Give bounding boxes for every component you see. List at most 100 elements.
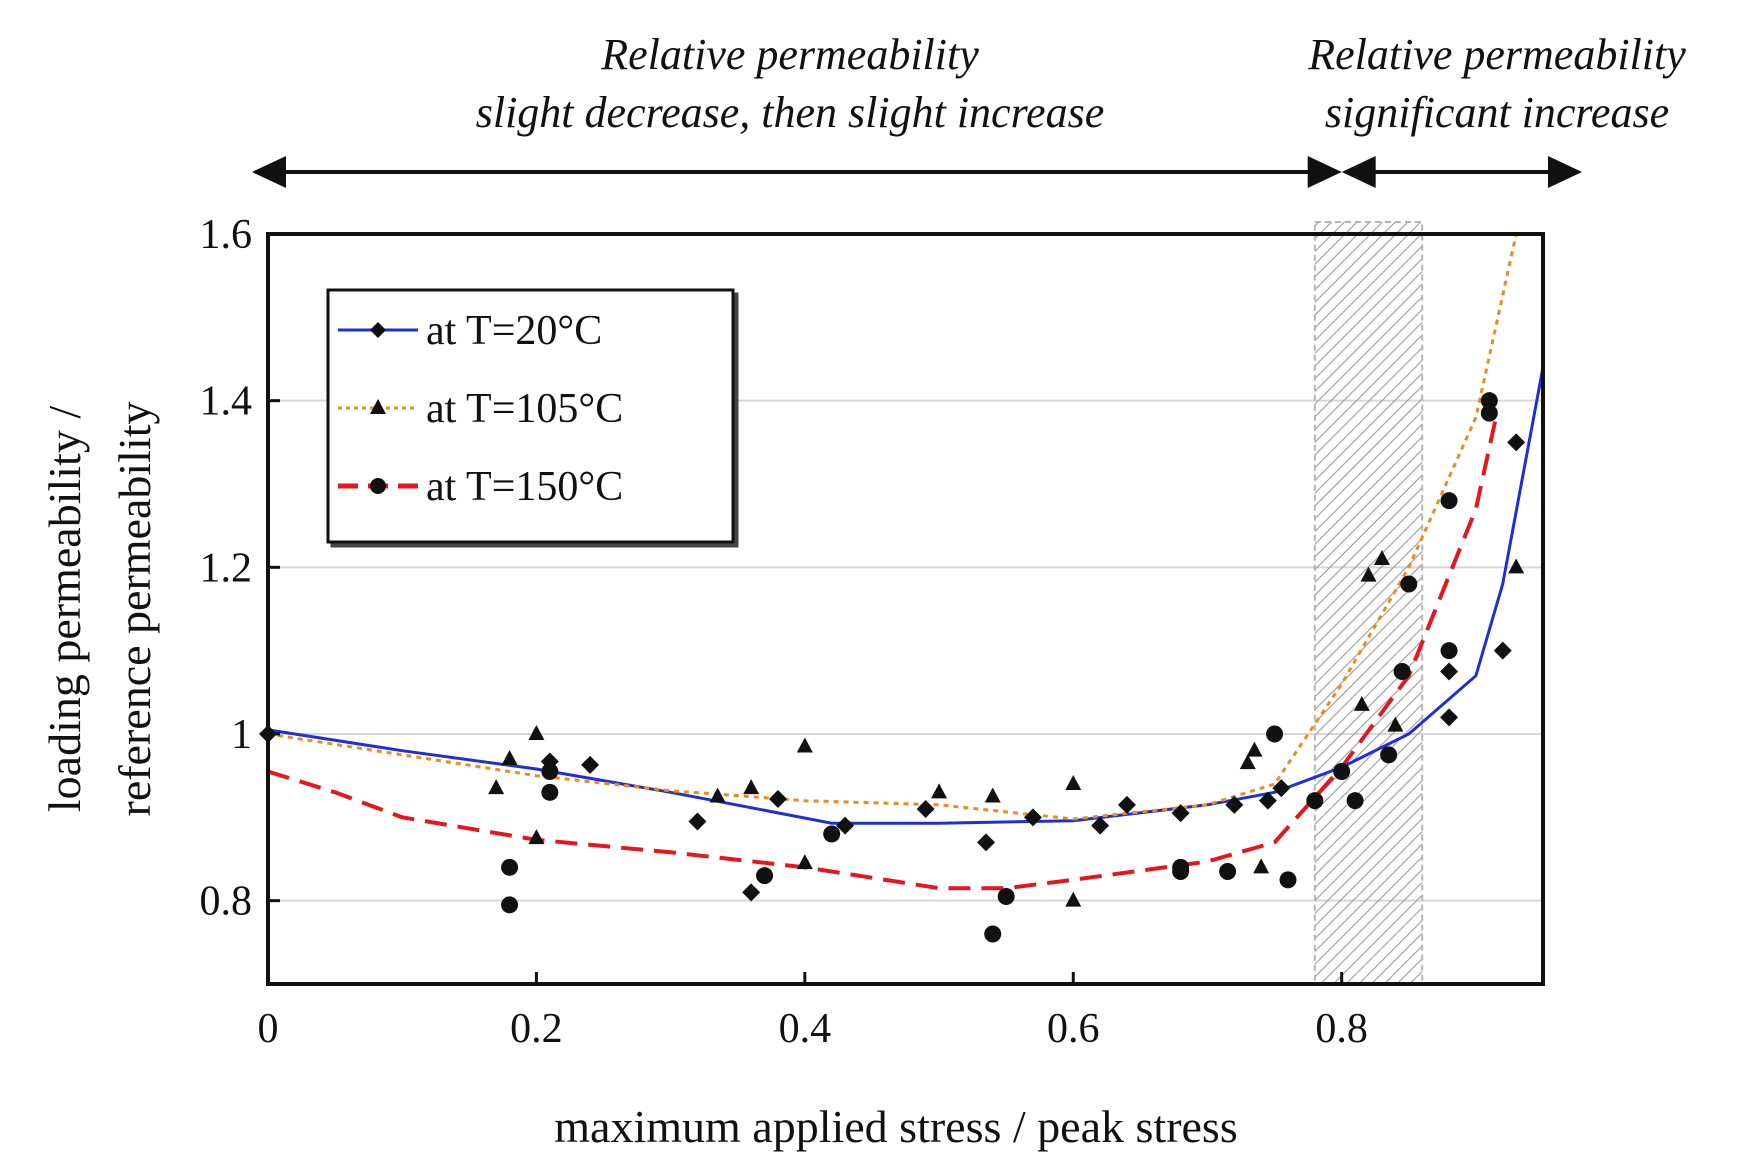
point-series-0-13 [1225, 795, 1244, 814]
arrow-significant-increase [1341, 156, 1582, 188]
y-axis-title-line2: reference permeability [109, 401, 160, 816]
arrow-significant-increase-right-head [1548, 156, 1582, 188]
legend-item-105c: at T=105°C [338, 386, 623, 432]
point-series-1-17 [1373, 550, 1390, 565]
x-axis-title: maximum applied stress / peak stress [554, 1101, 1238, 1152]
axis-ticks: 0 0.2 0.4 0.6 0.8 0.8 1 1.2 1.4 1.6 [200, 212, 1368, 1052]
point-series-1-12 [1239, 754, 1256, 770]
point-series-2-17 [1393, 663, 1411, 680]
point-series-1-10 [1065, 775, 1082, 790]
plot-frame [266, 232, 1545, 986]
point-series-2-12 [1279, 871, 1297, 889]
point-series-0-12 [1171, 804, 1190, 823]
y-tick-label-3: 1.4 [200, 379, 253, 425]
point-series-0-16 [1440, 708, 1459, 727]
annotation-right-line2: significant increase [1324, 88, 1670, 137]
x-tick-label-2: 0.4 [779, 1006, 832, 1052]
range-arrows [252, 156, 1582, 188]
point-series-2-6 [984, 925, 1002, 943]
legend-item-20c: at T=20°C [338, 308, 602, 354]
point-series-1-4 [709, 787, 726, 803]
annotation-right-line1: Relative permeability [1308, 30, 1686, 79]
point-series-2-4 [756, 867, 774, 885]
point-series-1-5 [743, 779, 760, 795]
point-series-1-7 [796, 854, 813, 870]
x-tick-label-0: 0 [258, 1006, 279, 1052]
point-series-2-20 [1440, 492, 1458, 510]
annotation-left: Relative permeability slight decrease, t… [360, 26, 1220, 142]
legend-label-150c: at T=150°C [426, 464, 623, 510]
point-series-0-11 [1117, 795, 1136, 814]
point-series-2-21 [1480, 392, 1498, 410]
legend: at T=20°C at T=105°C at T=150°C [326, 288, 735, 544]
point-series-2-18 [1400, 575, 1418, 593]
point-series-0-5 [769, 790, 787, 808]
y-tick-label-1: 1 [231, 712, 252, 758]
diamond-marker-icon [370, 322, 386, 338]
point-series-1-16 [1360, 566, 1377, 582]
arrow-slight-change [252, 156, 1342, 188]
x-tick-label-1: 0.2 [510, 1006, 563, 1052]
point-series-1-13 [1246, 741, 1263, 757]
y-tick-label-4: 1.6 [200, 212, 253, 258]
x-tick-label-3: 0.6 [1047, 1006, 1100, 1052]
fit-curves [268, 234, 1543, 891]
annotation-left-line2: slight decrease, then slight increase [475, 88, 1105, 137]
point-series-2-0 [501, 858, 519, 876]
point-series-2-13 [1306, 792, 1324, 810]
curve-series-0 [268, 367, 1543, 825]
point-series-1-19 [1508, 558, 1525, 574]
legend-label-105c: at T=105°C [426, 386, 623, 432]
point-series-1-18 [1387, 716, 1404, 732]
point-series-0-9 [1024, 808, 1042, 827]
point-series-2-1 [501, 896, 519, 914]
point-series-2-16 [1380, 746, 1398, 764]
point-series-1-14 [1253, 858, 1270, 874]
circle-marker-icon [370, 478, 386, 494]
point-series-2-2 [541, 783, 559, 801]
point-series-0-14 [1258, 791, 1277, 810]
point-series-0-15 [1272, 779, 1291, 798]
arrow-slight-change-right-head [1307, 156, 1342, 188]
point-series-2-9 [1172, 858, 1190, 876]
x-tick-label-4: 0.8 [1315, 1006, 1368, 1052]
annotation-right: Relative permeability significant increa… [1262, 26, 1732, 142]
point-series-0-7 [916, 800, 935, 818]
legend-label-20c: at T=20°C [426, 308, 602, 354]
point-series-0-2 [581, 755, 600, 774]
point-series-1-1 [501, 750, 518, 765]
arrow-slight-change-left-head [252, 156, 286, 188]
point-series-1-3 [528, 829, 545, 845]
point-series-1-2 [528, 725, 545, 740]
point-series-2-11 [1266, 725, 1284, 743]
point-series-1-15 [1353, 695, 1370, 711]
arrow-significant-increase-left-head [1341, 156, 1376, 188]
point-series-2-10 [1219, 863, 1237, 880]
y-tick-label-0: 0.8 [200, 879, 253, 925]
point-series-0-4 [742, 883, 761, 902]
transition-zone-shading [1313, 221, 1424, 985]
point-series-2-22 [1480, 404, 1498, 422]
point-series-2-3 [541, 763, 559, 780]
point-series-2-14 [1333, 763, 1351, 780]
point-series-0-19 [1507, 433, 1526, 452]
point-series-0-6 [836, 816, 855, 835]
triangle-marker-icon [370, 399, 386, 414]
point-series-2-19 [1440, 642, 1458, 660]
point-series-0-17 [1440, 662, 1459, 681]
y-tick-label-2: 1.2 [200, 545, 253, 591]
point-series-1-11 [1065, 891, 1082, 907]
data-points [259, 392, 1526, 943]
point-series-0-10 [1091, 816, 1110, 835]
curve-series-2 [268, 416, 1498, 891]
point-series-0-18 [1493, 641, 1512, 660]
point-series-1-8 [931, 783, 948, 799]
y-axis-title-line1: loading permeability / [39, 406, 90, 812]
point-series-2-5 [823, 825, 841, 843]
point-series-1-6 [796, 737, 813, 753]
legend-item-150c: at T=150°C [338, 464, 623, 510]
point-series-2-15 [1346, 792, 1364, 810]
point-series-2-7 [997, 888, 1015, 905]
annotation-left-line1: Relative permeability [601, 30, 979, 79]
